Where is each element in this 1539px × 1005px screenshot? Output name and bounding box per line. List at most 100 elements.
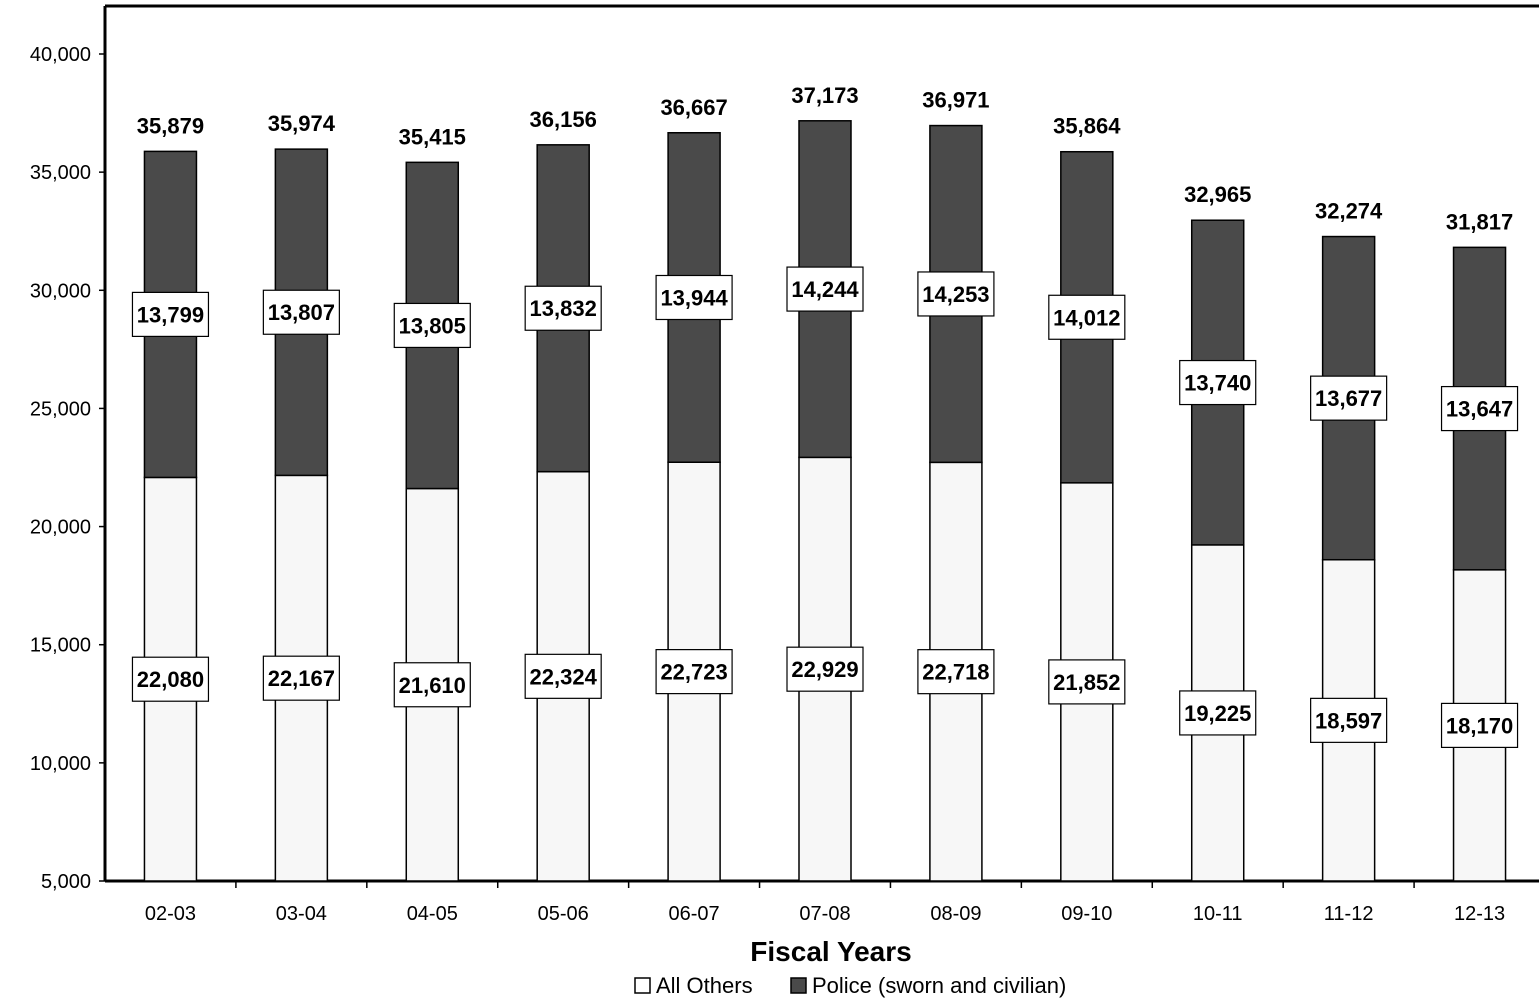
data-label: 22,324 (530, 664, 598, 689)
data-label: 14,012 (1053, 305, 1120, 330)
y-tick-label: 35,000 (30, 162, 91, 184)
label-all-others: 22,080 (131, 656, 210, 702)
x-tick-label: 06-07 (669, 903, 720, 925)
label-all-others: 21,610 (393, 662, 471, 708)
data-label-box (262, 655, 340, 701)
data-label-box (1440, 385, 1519, 432)
data-label: 13,807 (268, 300, 335, 325)
data-label: 14,253 (922, 282, 989, 307)
x-tick-label: 09-10 (1061, 903, 1112, 925)
data-label-box (655, 274, 733, 321)
label-all-others: 18,597 (1310, 697, 1388, 743)
data-label: 14,244 (791, 277, 859, 302)
y-tick-label: 5,000 (41, 871, 91, 893)
label-police: 14,253 (917, 271, 995, 317)
data-label-box (393, 302, 471, 349)
data-label: 13,832 (530, 296, 597, 321)
data-label-box (524, 653, 602, 699)
label-police: 13,944 (655, 274, 733, 321)
data-label-box (393, 662, 471, 708)
data-label-box (786, 646, 864, 692)
data-label-box (1048, 659, 1126, 705)
data-label: 18,170 (1446, 713, 1513, 738)
data-label: 22,167 (268, 666, 335, 691)
data-label: 19,225 (1184, 701, 1251, 726)
label-police: 13,807 (262, 289, 340, 335)
total-label: 37,173 (791, 83, 858, 108)
y-tick-label: 10,000 (30, 753, 91, 775)
total-label: 31,817 (1446, 209, 1513, 234)
x-tick-label: 02-03 (145, 903, 196, 925)
label-all-others: 22,723 (655, 649, 733, 695)
data-label-box (1048, 294, 1126, 340)
label-all-others: 18,170 (1440, 702, 1519, 749)
label-all-others: 22,929 (786, 646, 864, 692)
data-label: 21,610 (399, 673, 466, 698)
label-police: 13,677 (1310, 375, 1388, 421)
label-police: 13,740 (1179, 359, 1257, 406)
data-label-box (655, 649, 733, 695)
data-label-box (1440, 702, 1519, 749)
x-tick-label: 10-11 (1193, 903, 1243, 925)
x-tick-label: 04-05 (407, 903, 458, 925)
data-label-box (786, 266, 864, 312)
label-all-others: 19,225 (1179, 690, 1257, 736)
data-label-box (131, 656, 210, 702)
label-all-others: 22,324 (524, 653, 602, 699)
label-police: 13,805 (393, 302, 471, 349)
data-label-box (1310, 697, 1388, 743)
legend: All Others Police (sworn and civilian) (634, 973, 1066, 998)
y-tick-label: 40,000 (30, 44, 91, 66)
total-label: 35,974 (268, 111, 336, 136)
total-label: 36,971 (922, 88, 989, 113)
label-all-others: 22,167 (262, 655, 340, 701)
data-label: 13,799 (137, 302, 204, 327)
data-label: 18,597 (1315, 708, 1382, 733)
label-police: 13,799 (131, 291, 210, 337)
legend-swatch-all-others (634, 977, 651, 994)
label-all-others: 22,718 (917, 649, 995, 695)
legend-label-all-others: All Others (656, 973, 753, 998)
x-axis: 02-03 03-04 04-05 05-06 06-07 07-08 08-09 09-10… (145, 881, 1505, 925)
y-tick-label: 15,000 (30, 635, 91, 657)
total-label: 35,415 (399, 124, 466, 149)
data-label: 22,080 (137, 667, 204, 692)
legend-label-police: Police (sworn and civilian) (812, 973, 1066, 998)
x-tick-label: 05-06 (538, 903, 589, 925)
data-label: 22,723 (660, 660, 727, 685)
data-label: 21,852 (1053, 670, 1120, 695)
data-label-box (1179, 359, 1257, 406)
y-tick-label: 20,000 (30, 517, 91, 539)
y-tick-label: 30,000 (30, 280, 91, 302)
y-tick-label: 25,000 (30, 398, 91, 420)
x-tick-label: 12-13 (1454, 903, 1505, 925)
data-label-box (524, 285, 602, 331)
total-label: 35,879 (137, 113, 204, 138)
label-police: 13,647 (1440, 385, 1519, 432)
label-all-others: 21,852 (1048, 659, 1126, 705)
x-tick-label: 08-09 (930, 903, 981, 925)
label-police: 13,832 (524, 285, 602, 331)
data-label-box (917, 649, 995, 695)
data-label-box (1179, 690, 1257, 736)
data-label-box (131, 291, 210, 337)
data-label: 13,677 (1315, 386, 1382, 411)
data-label: 13,805 (399, 313, 466, 338)
data-label: 13,944 (660, 285, 728, 310)
data-label: 22,929 (791, 657, 858, 682)
data-label: 13,647 (1446, 397, 1513, 422)
label-police: 14,244 (786, 266, 864, 312)
x-tick-label: 11-12 (1324, 903, 1374, 925)
data-label-box (262, 289, 340, 335)
x-tick-label: 03-04 (276, 903, 327, 925)
bars-group: 22,080 13,799 35,879 22,167 13,807 35,974 21,6… (131, 83, 1519, 882)
data-label: 22,718 (922, 660, 989, 685)
x-tick-label: 07-08 (799, 903, 850, 925)
data-label-box (917, 271, 995, 317)
legend-swatch-police (790, 977, 807, 994)
x-axis-title: Fiscal Years (750, 936, 911, 967)
label-police: 14,012 (1048, 294, 1126, 340)
data-label: 13,740 (1184, 371, 1251, 396)
total-label: 36,156 (530, 107, 597, 132)
